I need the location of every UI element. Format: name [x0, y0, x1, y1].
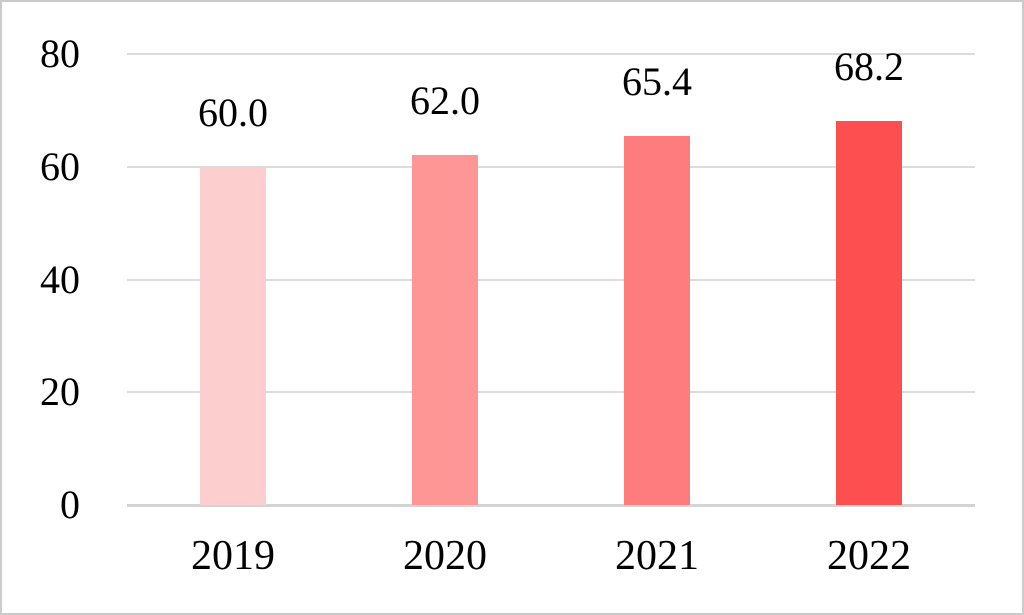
y-axis-tick-label-20: 20 — [40, 369, 80, 415]
bar-2022 — [836, 120, 902, 505]
data-label-2019: 60.0 — [198, 89, 268, 135]
data-label-2021: 65.4 — [622, 59, 692, 105]
gridline-y-80 — [127, 53, 975, 55]
x-axis-label-2022: 2022 — [827, 533, 911, 579]
y-axis-tick-label-0: 0 — [60, 482, 80, 527]
bar-2021 — [624, 136, 690, 505]
x-axis-label-2021: 2021 — [615, 533, 699, 579]
x-axis-label-2019: 2019 — [191, 533, 275, 579]
x-axis-label-2020: 2020 — [403, 533, 487, 579]
y-axis-tick-label-80: 80 — [40, 31, 80, 76]
gridline-y-60 — [127, 165, 975, 168]
x-axis-line — [127, 504, 975, 507]
bar-2019 — [200, 166, 266, 505]
gridline-y-20 — [127, 391, 975, 394]
y-axis-tick-label-60: 60 — [40, 143, 80, 189]
bar-2020 — [412, 155, 478, 505]
data-label-2020: 62.0 — [410, 78, 480, 124]
data-label-2022: 68.2 — [834, 43, 904, 89]
gridline-y-40 — [127, 278, 975, 281]
y-axis-tick-label-40: 40 — [40, 256, 80, 302]
